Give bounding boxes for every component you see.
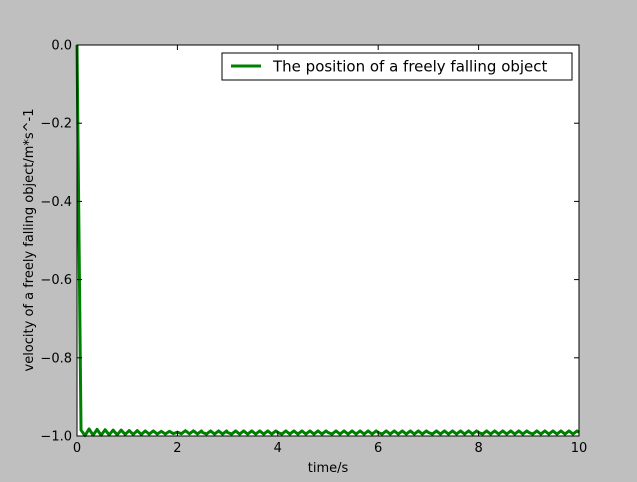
series-line <box>75 44 580 438</box>
x-axis-label: time/s <box>308 461 349 476</box>
y-axis-label: velocity of a freely falling object/m*s^… <box>22 108 37 371</box>
x-tick-label: 0 <box>73 441 81 456</box>
x-tick-label: 6 <box>374 441 382 456</box>
y-tick-label: 0.0 <box>51 39 72 54</box>
y-tick-label: −0.8 <box>40 351 72 366</box>
x-tick-label: 8 <box>474 441 482 456</box>
x-ticks: 0 2 4 6 8 10 <box>73 45 587 456</box>
plot-area <box>77 45 579 436</box>
y-tick-label: −0.2 <box>40 117 72 132</box>
plot-frame <box>76 44 580 437</box>
legend: The position of a freely falling object <box>221 52 573 81</box>
y-tick-label: −1.0 <box>40 430 72 445</box>
y-ticks: 0.0 −0.2 −0.4 −0.6 −0.8 −1.0 <box>40 39 579 445</box>
series-layer <box>75 44 580 438</box>
x-tick-label: 10 <box>571 441 588 456</box>
y-tick-label: −0.6 <box>40 273 72 288</box>
legend-label: The position of a freely falling object <box>272 58 548 76</box>
x-tick-label: 4 <box>274 441 282 456</box>
legend-box <box>221 52 573 81</box>
y-tick-label: −0.4 <box>40 195 72 210</box>
x-tick-label: 2 <box>173 441 181 456</box>
